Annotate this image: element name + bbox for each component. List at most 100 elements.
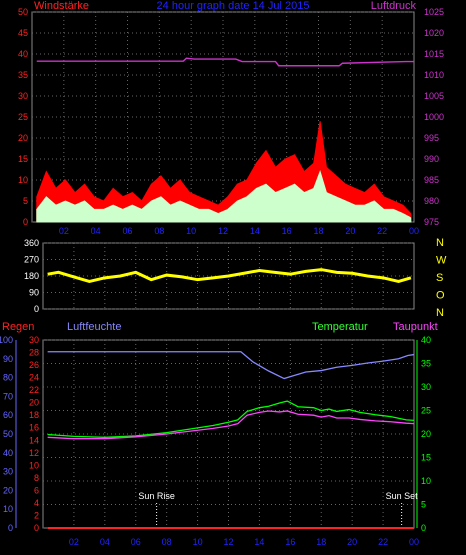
time-tick-label: 04	[91, 226, 101, 236]
time-tick-label: 10	[193, 537, 203, 547]
pressure-axis-label: Luftdruck	[371, 0, 417, 12]
temperature-panel: Regen Luftfeuchte Temperatur Taupunkt 0 1…	[0, 321, 438, 547]
compass-label: S	[436, 272, 443, 284]
direction-tick-label: 180	[24, 271, 39, 281]
time-tick-label: 20	[345, 226, 355, 236]
compass-label: N	[436, 307, 444, 319]
rain-inner-tick-label: 12	[29, 448, 39, 458]
time-tick-label: 06	[122, 226, 132, 236]
pressure-tick-label: 995	[424, 133, 439, 143]
rain-tick-label: 40	[3, 448, 13, 458]
time-tick-label: 06	[131, 537, 141, 547]
temperature-label: Temperatur	[312, 321, 368, 333]
dewpoint-series	[47, 410, 415, 440]
rain-inner-tick-label: 30	[29, 335, 39, 345]
time-tick-label: 14	[250, 226, 260, 236]
time-tick-label: 22	[378, 537, 388, 547]
rain-inner-tick-label: 10	[29, 460, 39, 470]
wind-pressure-panel: Windstärke 24 hour graph date 14 Jul 201…	[18, 0, 444, 236]
rain-tick-label: 70	[3, 391, 13, 401]
rain-inner-tick-label: 20	[29, 398, 39, 408]
wind-direction-series	[47, 268, 412, 284]
temperature-tick-label: 30	[421, 382, 431, 392]
rain-tick-label: 50	[3, 429, 13, 439]
wind-tick-label: 35	[18, 70, 28, 80]
rain-inner-tick-label: 28	[29, 348, 39, 358]
temperature-tick-label: 35	[421, 359, 431, 369]
temperature-tick-label: 0	[421, 523, 426, 533]
pressure-tick-label: 985	[424, 175, 439, 185]
rain-inner-tick-label: 2	[34, 510, 39, 520]
time-tick-label: 16	[282, 226, 292, 236]
rain-inner-tick-label: 24	[29, 373, 39, 383]
time-tick-label: 18	[316, 537, 326, 547]
wind-mean-series	[36, 170, 412, 223]
rain-tick-label: 10	[3, 504, 13, 514]
sun-annotation: Sun Set	[386, 491, 419, 501]
time-tick-label: 00	[409, 537, 419, 547]
time-tick-label: 02	[69, 537, 79, 547]
wind-tick-label: 50	[18, 7, 28, 17]
time-tick-label: 02	[59, 226, 69, 236]
rain-inner-tick-label: 14	[29, 435, 39, 445]
direction-tick-label: 0	[34, 304, 39, 314]
pressure-tick-label: 1015	[424, 49, 444, 59]
rain-tick-label: 100	[0, 335, 13, 345]
direction-tick-label: 360	[24, 238, 39, 248]
temperature-tick-label: 10	[421, 476, 431, 486]
temperature-series	[47, 400, 415, 438]
wind-tick-label: 45	[18, 28, 28, 38]
pressure-tick-label: 980	[424, 196, 439, 206]
wind-tick-label: 5	[23, 196, 28, 206]
rain-label: Regen	[2, 321, 34, 333]
rain-tick-label: 80	[3, 373, 13, 383]
humidity-series	[47, 351, 415, 380]
wind-tick-label: 0	[23, 217, 28, 227]
rain-tick-label: 90	[3, 354, 13, 364]
compass-label: N	[436, 237, 444, 249]
time-tick-label: 04	[100, 537, 110, 547]
rain-inner-tick-label: 16	[29, 423, 39, 433]
time-tick-label: 22	[377, 226, 387, 236]
direction-tick-label: 270	[24, 255, 39, 265]
temperature-tick-label: 40	[421, 335, 431, 345]
rain-tick-label: 30	[3, 467, 13, 477]
pressure-tick-label: 1010	[424, 70, 444, 80]
compass-label: O	[436, 290, 445, 302]
temperature-tick-label: 25	[421, 406, 431, 416]
pressure-tick-label: 1025	[424, 7, 444, 17]
rain-inner-tick-label: 6	[34, 485, 39, 495]
rain-tick-label: 60	[3, 410, 13, 420]
rain-inner-tick-label: 26	[29, 360, 39, 370]
wind-tick-label: 25	[18, 112, 28, 122]
wind-tick-label: 15	[18, 154, 28, 164]
time-tick-label: 16	[285, 537, 295, 547]
rain-inner-tick-label: 0	[34, 523, 39, 533]
rain-inner-tick-label: 8	[34, 473, 39, 483]
pressure-tick-label: 975	[424, 217, 439, 227]
time-tick-label: 08	[154, 226, 164, 236]
time-tick-label: 12	[223, 537, 233, 547]
rain-inner-tick-label: 4	[34, 498, 39, 508]
pressure-tick-label: 1005	[424, 91, 444, 101]
chart-title: 24 hour graph date 14 Jul 2015	[157, 0, 310, 12]
rain-inner-tick-label: 18	[29, 410, 39, 420]
rain-tick-label: 0	[8, 523, 13, 533]
time-tick-label: 18	[313, 226, 323, 236]
dewpoint-label: Taupunkt	[393, 321, 438, 333]
time-tick-label: 14	[254, 537, 264, 547]
time-tick-label: 10	[186, 226, 196, 236]
compass-label: W	[436, 255, 447, 267]
pressure-series	[36, 57, 414, 67]
wind-tick-label: 30	[18, 91, 28, 101]
rain-inner-tick-label: 22	[29, 385, 39, 395]
sun-annotation: Sun Rise	[138, 491, 175, 501]
humidity-label: Luftfeuchte	[67, 321, 121, 333]
temperature-tick-label: 20	[421, 429, 431, 439]
wind-axis-label: Windstärke	[34, 0, 89, 12]
time-tick-label: 00	[409, 226, 419, 236]
temperature-tick-label: 5	[421, 500, 426, 510]
time-tick-label: 08	[162, 537, 172, 547]
direction-tick-label: 90	[29, 288, 39, 298]
